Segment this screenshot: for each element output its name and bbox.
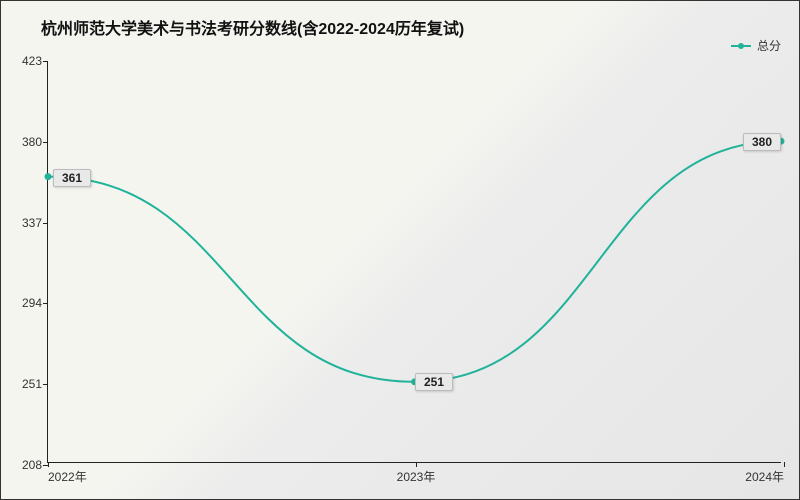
line-layer (48, 61, 781, 462)
y-tick-mark (43, 223, 48, 224)
x-tick-mark (416, 462, 417, 467)
x-tick-label: 2024年 (745, 462, 784, 485)
legend: 总分 (731, 37, 781, 54)
legend-label: 总分 (757, 37, 781, 54)
series-line (48, 141, 781, 382)
data-point (45, 173, 52, 180)
point-label: 380 (743, 133, 781, 151)
point-label: 251 (415, 373, 453, 391)
y-tick-label: 294 (8, 296, 48, 310)
legend-swatch (731, 45, 751, 47)
x-tick-label: 2022年 (48, 462, 87, 485)
y-tick-mark (43, 384, 48, 385)
y-tick-label: 337 (8, 216, 48, 230)
legend-dot (738, 43, 744, 49)
y-tick-mark (43, 61, 48, 62)
y-tick-mark (43, 142, 48, 143)
chart-title: 杭州师范大学美术与书法考研分数线(含2022-2024历年复试) (41, 15, 464, 39)
y-tick-label: 380 (8, 135, 48, 149)
x-tick-mark (48, 462, 49, 467)
point-label: 361 (53, 169, 91, 187)
y-tick-mark (43, 303, 48, 304)
y-tick-label: 423 (8, 54, 48, 68)
y-tick-label: 208 (8, 458, 48, 472)
x-tick-mark (784, 462, 785, 467)
plot-area: 2082512943373804232022年2023年2024年3612513… (47, 61, 781, 463)
y-tick-label: 251 (8, 377, 48, 391)
chart-container: 杭州师范大学美术与书法考研分数线(含2022-2024历年复试) 总分 2082… (0, 0, 800, 500)
